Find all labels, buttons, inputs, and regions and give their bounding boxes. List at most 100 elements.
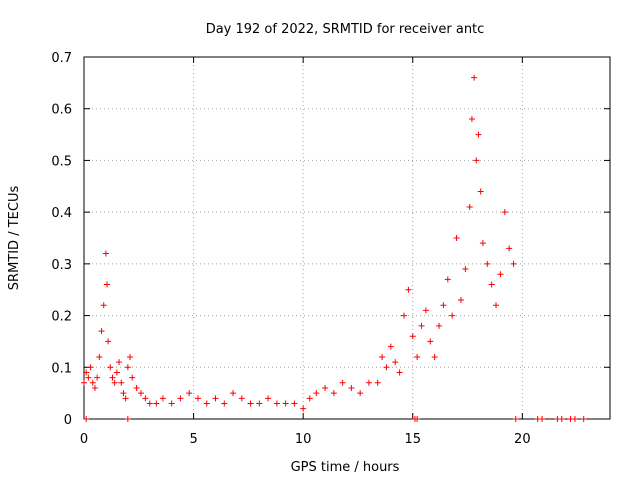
data-point xyxy=(409,333,416,340)
data-point xyxy=(414,416,421,422)
data-point xyxy=(83,369,90,376)
data-point xyxy=(396,369,403,376)
data-point xyxy=(449,312,456,319)
data-point xyxy=(124,416,131,422)
data-point xyxy=(127,353,134,360)
data-points xyxy=(81,74,587,422)
data-point xyxy=(427,338,434,345)
y-tick-label: 0.7 xyxy=(51,51,72,66)
data-point xyxy=(379,353,386,360)
data-point xyxy=(98,328,105,335)
y-tick-label: 0 xyxy=(64,413,72,428)
data-point xyxy=(142,395,149,402)
data-point xyxy=(265,395,272,402)
data-point xyxy=(580,416,587,422)
data-point xyxy=(105,338,112,345)
x-tick-label: 10 xyxy=(295,432,312,447)
data-point xyxy=(339,379,346,386)
data-point xyxy=(116,359,123,366)
data-point xyxy=(558,416,565,422)
data-point xyxy=(473,157,480,164)
x-tick-label: 5 xyxy=(189,432,197,447)
x-tick-label: 0 xyxy=(80,432,88,447)
data-point xyxy=(111,379,118,386)
data-point xyxy=(247,400,254,407)
data-point xyxy=(468,116,475,123)
chart-title: Day 192 of 2022, SRMTID for receiver ant… xyxy=(206,22,485,37)
data-point xyxy=(400,312,407,319)
y-axis-title: SRMTID / TECUs xyxy=(7,186,22,291)
data-point xyxy=(133,384,140,391)
data-point xyxy=(96,353,103,360)
y-tick-label: 0.6 xyxy=(51,103,72,118)
data-point xyxy=(177,395,184,402)
x-tick-label: 15 xyxy=(404,432,421,447)
data-point xyxy=(571,416,578,422)
data-point xyxy=(440,302,447,309)
data-point xyxy=(383,364,390,371)
data-point xyxy=(124,364,131,371)
data-point xyxy=(431,353,438,360)
y-tick-label: 0.1 xyxy=(51,361,72,376)
data-point xyxy=(194,395,201,402)
data-point xyxy=(120,390,127,397)
data-point xyxy=(256,400,263,407)
plot-border xyxy=(83,56,611,420)
x-tick-labels: 0 5 10 15 20 xyxy=(80,432,531,447)
data-point xyxy=(137,390,144,397)
data-point xyxy=(122,395,129,402)
data-point xyxy=(510,260,517,267)
data-point xyxy=(405,286,412,293)
data-point xyxy=(104,281,111,288)
data-point xyxy=(322,384,329,391)
data-point xyxy=(89,379,96,386)
data-point xyxy=(462,266,469,273)
data-point xyxy=(129,374,136,381)
data-point xyxy=(313,390,320,397)
data-point xyxy=(221,400,228,407)
data-point xyxy=(291,400,298,407)
data-point xyxy=(273,400,280,407)
data-point xyxy=(282,400,289,407)
x-tick-label: 20 xyxy=(514,432,531,447)
data-point xyxy=(238,395,245,402)
data-point xyxy=(506,245,513,252)
data-point xyxy=(87,364,94,371)
data-point xyxy=(392,359,399,366)
data-point xyxy=(422,307,429,314)
y-tick-label: 0.4 xyxy=(51,206,72,221)
data-point xyxy=(479,240,486,247)
data-point xyxy=(306,395,313,402)
data-point xyxy=(91,384,98,391)
data-point xyxy=(477,188,484,195)
y-tick-label: 0.2 xyxy=(51,310,72,325)
data-point xyxy=(418,322,425,329)
data-point xyxy=(488,281,495,288)
data-point xyxy=(186,390,193,397)
data-point xyxy=(85,374,92,381)
grid xyxy=(84,57,610,419)
y-tick-label: 0.5 xyxy=(51,154,72,169)
data-point xyxy=(168,400,175,407)
data-point xyxy=(100,302,107,309)
data-point xyxy=(94,374,101,381)
data-point xyxy=(146,400,153,407)
data-point xyxy=(330,390,337,397)
data-point xyxy=(113,369,120,376)
data-point xyxy=(539,416,546,422)
axis-ticks xyxy=(83,56,610,420)
data-point xyxy=(118,379,125,386)
data-point xyxy=(387,343,394,350)
data-point xyxy=(153,400,160,407)
data-point xyxy=(357,390,364,397)
data-point xyxy=(230,390,237,397)
data-point xyxy=(365,379,372,386)
data-point xyxy=(203,400,210,407)
data-point xyxy=(475,131,482,138)
data-point xyxy=(374,379,381,386)
data-point xyxy=(348,384,355,391)
data-point xyxy=(466,203,473,210)
data-point xyxy=(457,297,464,304)
data-point xyxy=(436,322,443,329)
